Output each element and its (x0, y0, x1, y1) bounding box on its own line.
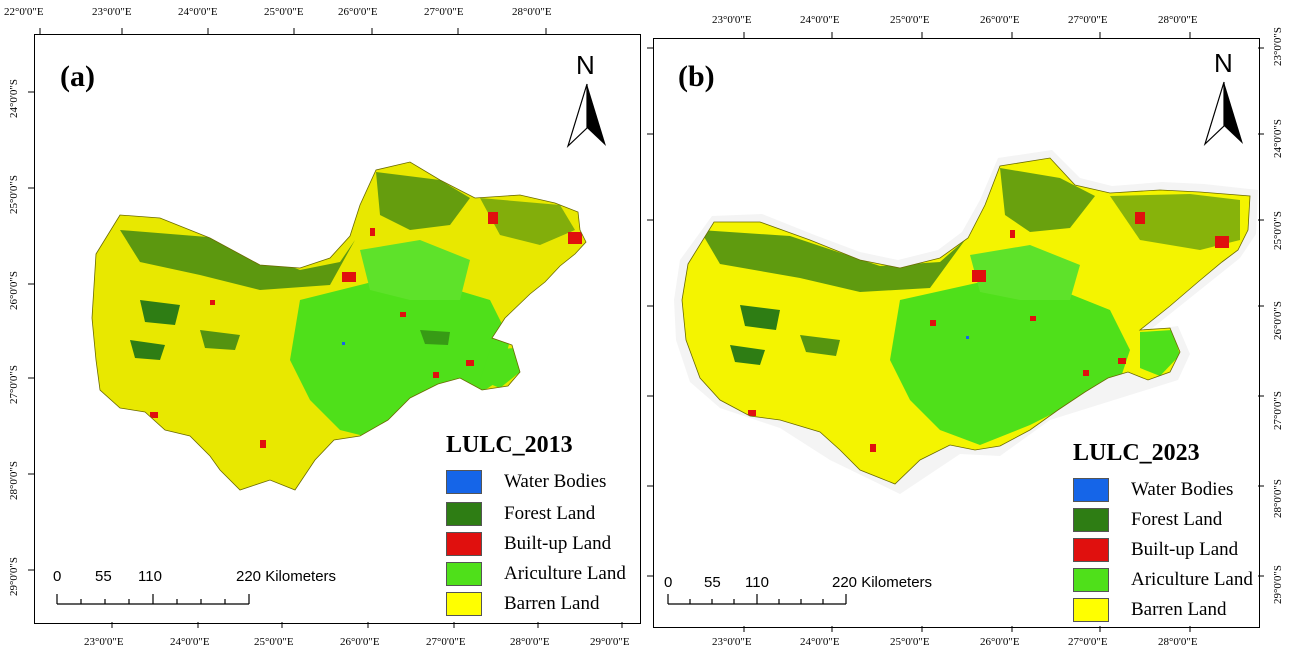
scale-label: 220 Kilometers (832, 574, 933, 591)
scale-label: 110 (745, 574, 769, 591)
tick-label: 25°0'0"E (890, 14, 930, 26)
scale-label: 55 (704, 574, 721, 591)
legend-item-agriculture-land: Ariculture Land (1073, 568, 1253, 592)
tick-label: 27°0'0"E (424, 6, 464, 18)
legend-label: Water Bodies (1131, 479, 1234, 500)
map-b-tick-marks (647, 32, 1264, 632)
tick-label: 24°0'0"E (178, 6, 218, 18)
map-a-scale-bar (56, 594, 250, 605)
tick-label: 25°0'0"E (890, 636, 930, 648)
north-arrow-icon (1203, 81, 1243, 147)
tick-label: 22°0'0"E (4, 6, 44, 18)
tick-label: 23°0'0"E (712, 636, 752, 648)
scale-label: 55 (95, 568, 112, 585)
legend-title: LULC_2013 (446, 432, 573, 458)
tick-label: 26°0'0"E (980, 636, 1020, 648)
legend-swatch (446, 502, 482, 526)
north-arrow-icon (566, 83, 606, 149)
tick-label: 24°0'0"E (170, 636, 210, 648)
tick-label: 23°0'0"E (92, 6, 132, 18)
legend-swatch (446, 470, 482, 494)
tick-label: 24°0'0"E (800, 636, 840, 648)
map-a-panel-label: (a) (60, 60, 95, 93)
tick-label: 26°0'0"E (980, 14, 1020, 26)
legend-swatch (1073, 538, 1109, 562)
tick-label: 28°0'0"E (510, 636, 550, 648)
legend-swatch (1073, 568, 1109, 592)
tick-label: 29°0'0"E (590, 636, 630, 648)
tick-label: 26°0'0"E (340, 636, 380, 648)
legend-swatch (446, 592, 482, 616)
legend-swatch (446, 532, 482, 556)
legend-label: Ariculture Land (1131, 569, 1253, 590)
map-b-north-letter: N (1214, 48, 1233, 78)
legend-item-built-up-land: Built-up Land (1073, 538, 1238, 562)
legend-item-forest-land: Forest Land (1073, 508, 1222, 532)
map-a-tick-marks (28, 28, 623, 628)
map-a-north-letter: N (576, 50, 595, 80)
legend-label: Barren Land (1131, 599, 1227, 620)
legend-item-water-bodies: Water Bodies (1073, 478, 1233, 502)
legend-item-forest-land: Forest Land (446, 502, 595, 526)
legend-title: LULC_2023 (1073, 440, 1200, 466)
tick-label: 28°0'0"E (1158, 14, 1198, 26)
legend-label: Water Bodies (504, 471, 607, 492)
legend-swatch (1073, 478, 1109, 502)
legend-item-barren-land: Barren Land (446, 592, 599, 616)
scale-label: 110 (138, 568, 162, 585)
map-b-scale-bar (667, 594, 847, 605)
tick-label: 24°0'0"E (800, 14, 840, 26)
legend-label: Built-up Land (1131, 539, 1239, 560)
legend-item-barren-land: Barren Land (1073, 598, 1226, 622)
tick-label: 25°0'0"E (264, 6, 304, 18)
tick-label: 23°0'0"E (84, 636, 124, 648)
legend-swatch (1073, 598, 1109, 622)
legend-label: Ariculture Land (504, 563, 626, 584)
map-b-panel-label: (b) (678, 60, 715, 93)
scale-label: 220 Kilometers (236, 568, 337, 585)
legend-swatch (446, 562, 482, 586)
legend-item-agriculture-land: Ariculture Land (446, 562, 626, 586)
legend-label: Forest Land (1131, 509, 1223, 530)
legend-label: Forest Land (504, 503, 596, 524)
tick-label: 28°0'0"E (512, 6, 552, 18)
legend-item-built-up-land: Built-up Land (446, 532, 611, 556)
legend-label: Built-up Land (504, 533, 612, 554)
tick-label: 27°0'0"E (426, 636, 466, 648)
legend-label: Barren Land (504, 593, 600, 614)
tick-label: 26°0'0"E (338, 6, 378, 18)
tick-label: 27°0'0"E (1068, 636, 1108, 648)
scale-label: 0 (664, 574, 673, 591)
scale-label: 0 (53, 568, 62, 585)
tick-label: 27°0'0"E (1068, 14, 1108, 26)
legend-item-water-bodies: Water Bodies (446, 470, 606, 494)
tick-label: 25°0'0"E (254, 636, 294, 648)
tick-label: 28°0'0"E (1158, 636, 1198, 648)
tick-label: 23°0'0"E (712, 14, 752, 26)
legend-swatch (1073, 508, 1109, 532)
